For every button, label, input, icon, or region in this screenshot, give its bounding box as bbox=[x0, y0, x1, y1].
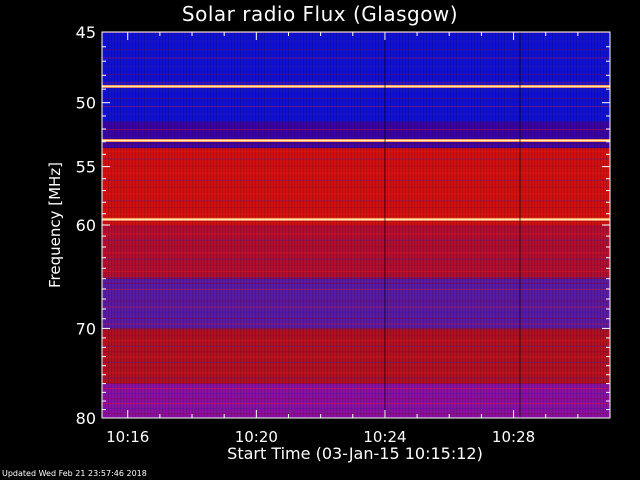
y-axis-label: Frequency [MHz] bbox=[46, 161, 64, 289]
x-axis-label: Start Time (03-Jan-15 10:15:12) bbox=[227, 444, 483, 463]
plot-area bbox=[102, 32, 610, 418]
emission-line-core-0 bbox=[102, 85, 610, 87]
segment-boundary-1 bbox=[518, 32, 521, 418]
x-tick-label-3: 10:28 bbox=[492, 428, 535, 446]
y-tick-label-3: 60 bbox=[76, 216, 96, 235]
emission-line-core-2 bbox=[102, 218, 610, 220]
updated-timestamp: Updated Wed Feb 21 23:57:46 2018 bbox=[2, 469, 147, 478]
segment-boundary-0 bbox=[383, 32, 386, 418]
texture-stripes bbox=[102, 32, 610, 418]
y-tick-label-1: 50 bbox=[76, 94, 96, 113]
x-tick-label-2: 10:24 bbox=[363, 428, 406, 446]
emission-line-core-1 bbox=[102, 140, 610, 142]
y-tick-label-5: 80 bbox=[76, 409, 96, 428]
y-tick-label-2: 55 bbox=[76, 158, 96, 177]
chart-title: Solar radio Flux (Glasgow) bbox=[181, 2, 459, 26]
x-tick-label-1: 10:20 bbox=[235, 428, 278, 446]
y-tick-label-4: 70 bbox=[76, 319, 96, 338]
axes: 45 50 55 60 70 80 10:16 10:20 10:24 10:28 bbox=[76, 23, 611, 446]
x-tick-label-0: 10:16 bbox=[106, 428, 149, 446]
y-tick-label-0: 45 bbox=[76, 23, 96, 42]
